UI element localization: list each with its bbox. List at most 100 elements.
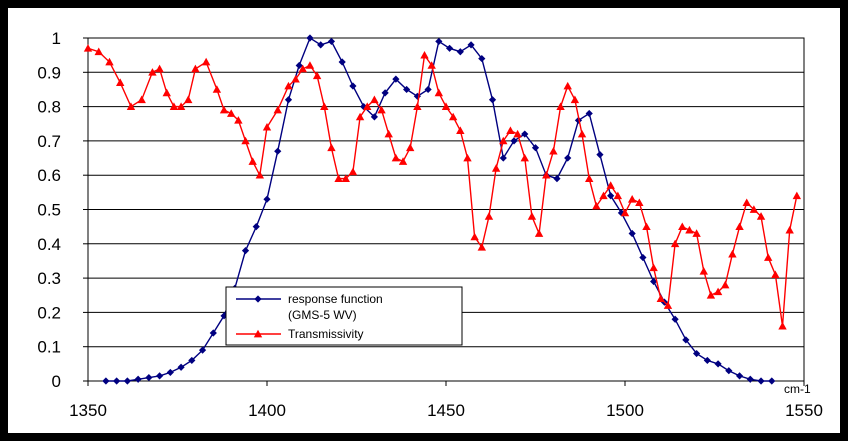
x-tick-label: 1350 <box>69 401 107 420</box>
response-point <box>254 295 262 303</box>
transmissivity-point <box>234 116 243 124</box>
transmissivity-point <box>670 239 680 248</box>
x-tick-label: 1450 <box>427 401 465 420</box>
response-point <box>188 356 196 365</box>
y-tick-label: 0.7 <box>37 132 61 151</box>
transmissivity-point <box>563 81 572 90</box>
response-point <box>693 349 701 358</box>
transmissivity-point <box>749 205 759 213</box>
response-point <box>123 377 131 385</box>
transmissivity-point <box>184 95 193 104</box>
response-point <box>263 195 271 203</box>
response-point <box>585 109 593 118</box>
response-point <box>113 377 121 385</box>
response-point <box>156 372 164 380</box>
response-point <box>102 377 110 385</box>
response-point <box>682 336 690 344</box>
response-point <box>252 223 260 231</box>
transmissivity-point <box>334 174 343 182</box>
response-point <box>166 368 174 377</box>
legend-label-response-sub: (GMS-5 WV) <box>288 308 357 322</box>
transmissivity-point <box>83 44 93 52</box>
transmissivity-point <box>191 64 200 73</box>
transmissivity-point <box>534 229 544 237</box>
transmissivity-point <box>248 157 257 165</box>
response-point <box>349 82 357 90</box>
transmissivity-point <box>499 136 508 145</box>
series-transmissivity <box>83 44 802 330</box>
legend-label-transmissivity: Transmissivity <box>288 327 364 341</box>
transmissivity-point <box>377 105 386 114</box>
transmissivity-point <box>649 263 658 272</box>
y-tick-label: 0.9 <box>37 63 61 82</box>
transmissivity-point <box>656 294 665 303</box>
transmissivity-point <box>420 50 429 59</box>
response-point <box>607 192 615 200</box>
response-point <box>241 247 250 255</box>
y-tick-label: 0.4 <box>37 235 61 254</box>
transmissivity-point <box>470 232 479 241</box>
transmissivity-point <box>253 329 263 338</box>
response-point <box>274 147 282 155</box>
transmissivity-point <box>620 208 630 217</box>
transmissivity-point <box>162 88 171 97</box>
transmissivity-point <box>663 301 673 309</box>
transmissivity-point <box>678 222 687 231</box>
response-point <box>145 373 153 382</box>
response-point <box>650 277 658 286</box>
legend: response function (GMS-5 WV) Transmissivit… <box>225 286 463 346</box>
response-point <box>725 367 733 375</box>
transmissivity-point <box>273 105 282 114</box>
transmissivity-point <box>520 153 529 162</box>
response-point <box>424 85 432 94</box>
response-point <box>714 360 722 368</box>
transmissivity-point <box>778 321 787 330</box>
transmissivity-point <box>599 191 608 200</box>
transmissivity-point <box>513 129 522 138</box>
transmissivity-point <box>699 267 708 275</box>
transmissivity-point <box>585 174 594 182</box>
x-tick-label: 1500 <box>606 401 644 420</box>
transmissivity-point <box>577 129 587 138</box>
response-point <box>445 44 454 52</box>
transmissivity-point <box>642 222 651 231</box>
transmissivity-point <box>728 249 737 258</box>
response-point <box>617 209 626 217</box>
response-point <box>435 37 443 46</box>
response-point <box>639 253 647 262</box>
transmissivity-point <box>341 174 350 182</box>
transmissivity-point <box>448 112 458 121</box>
response-point <box>510 137 518 145</box>
transmissivity-point <box>627 195 637 203</box>
response-point <box>671 315 679 323</box>
transmissivity-point <box>169 102 179 110</box>
transmissivity-point <box>155 64 164 73</box>
response-point <box>381 89 389 97</box>
response-point <box>209 329 217 337</box>
response-point <box>757 377 765 385</box>
transmissivity-point <box>549 146 558 155</box>
transmissivity-point <box>363 102 372 110</box>
transmissivity-point <box>635 198 644 206</box>
transmissivity-point <box>771 270 780 279</box>
response-point <box>467 41 475 49</box>
response-point <box>403 85 411 94</box>
transmissivity-point <box>592 201 601 210</box>
transmissivity-point <box>241 136 250 145</box>
transmissivity-point <box>742 198 751 206</box>
y-tick-label: 0.2 <box>37 303 61 322</box>
transmissivity-point <box>556 102 565 110</box>
transmissivity-point <box>291 74 300 83</box>
transmissivity-point <box>320 102 329 110</box>
x-tick-label: 1400 <box>248 401 286 420</box>
transmissivity-point <box>434 88 444 97</box>
response-point <box>306 34 314 42</box>
transmissivity-point <box>370 95 379 104</box>
transmissivity-point <box>491 164 501 172</box>
transmissivity-point <box>570 95 580 104</box>
response-point <box>177 363 185 371</box>
transmissivity-point <box>355 112 365 121</box>
transmissivity-point <box>126 102 136 110</box>
response-point <box>488 96 497 104</box>
